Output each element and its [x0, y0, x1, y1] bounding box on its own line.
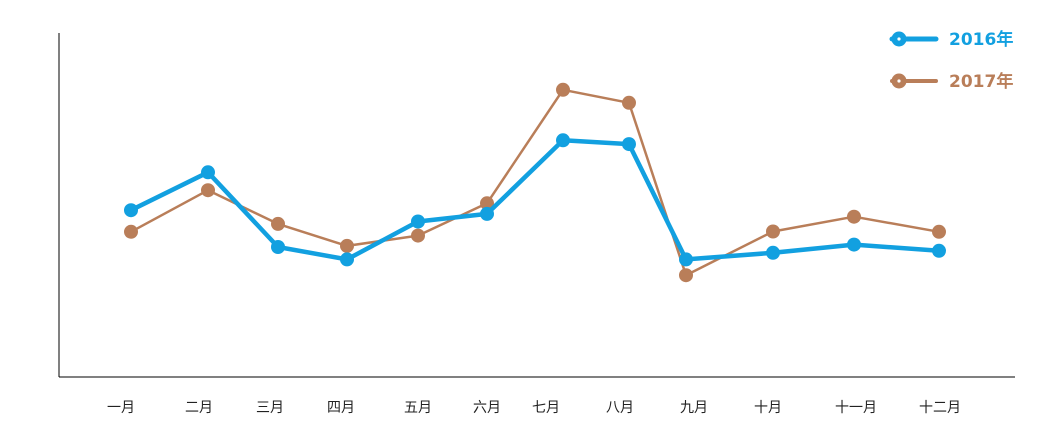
- x-axis-tick-labels: 一月 二月 三月 四月 五月 六月 七月 八月 九月 十月 十一月 十二月: [107, 400, 961, 416]
- data-point: [556, 133, 570, 148]
- series-1: [124, 133, 946, 267]
- legend-label: 2016年: [949, 29, 1013, 50]
- x-tick-label: 十二月: [919, 400, 961, 416]
- legend-label: 2017年: [949, 71, 1013, 92]
- data-point: [679, 268, 693, 283]
- series-layer: [124, 82, 946, 283]
- x-tick-label: 三月: [256, 400, 284, 416]
- data-point: [847, 209, 861, 224]
- data-point: [556, 82, 570, 97]
- x-tick-label: 一月: [107, 400, 135, 416]
- legend-item: 2017年: [890, 71, 1013, 92]
- data-point: [932, 243, 946, 258]
- data-point: [622, 95, 636, 110]
- legend: 2016年 2017年: [889, 29, 1013, 92]
- legend-marker-center: [897, 37, 901, 41]
- data-point: [480, 196, 494, 211]
- data-point: [124, 203, 138, 218]
- data-point: [124, 224, 138, 239]
- data-point: [201, 183, 215, 198]
- data-point: [480, 206, 494, 221]
- series-2: [124, 82, 946, 283]
- x-tick-label: 六月: [473, 400, 501, 416]
- series-line: [129, 88, 941, 277]
- data-point: [411, 228, 425, 243]
- x-tick-label: 十一月: [835, 400, 877, 416]
- data-point: [271, 240, 285, 254]
- data-point: [340, 238, 354, 253]
- data-point: [271, 216, 285, 231]
- data-point: [932, 224, 946, 239]
- x-tick-label: 二月: [185, 400, 213, 416]
- legend-marker-center: [897, 79, 901, 83]
- data-point: [411, 214, 425, 229]
- data-point: [766, 245, 780, 260]
- x-tick-label: 八月: [606, 400, 634, 416]
- data-point: [679, 252, 693, 267]
- data-point: [622, 137, 636, 152]
- data-point: [340, 252, 354, 267]
- data-point: [766, 224, 780, 239]
- series-line: [128, 138, 942, 262]
- data-point: [847, 237, 861, 252]
- x-tick-label: 四月: [327, 400, 355, 416]
- x-tick-label: 七月: [532, 400, 560, 416]
- x-tick-label: 九月: [680, 400, 708, 416]
- x-tick-label: 十月: [754, 400, 782, 416]
- legend-item: 2016年: [889, 29, 1013, 50]
- data-point: [201, 165, 215, 180]
- x-tick-label: 五月: [404, 400, 432, 416]
